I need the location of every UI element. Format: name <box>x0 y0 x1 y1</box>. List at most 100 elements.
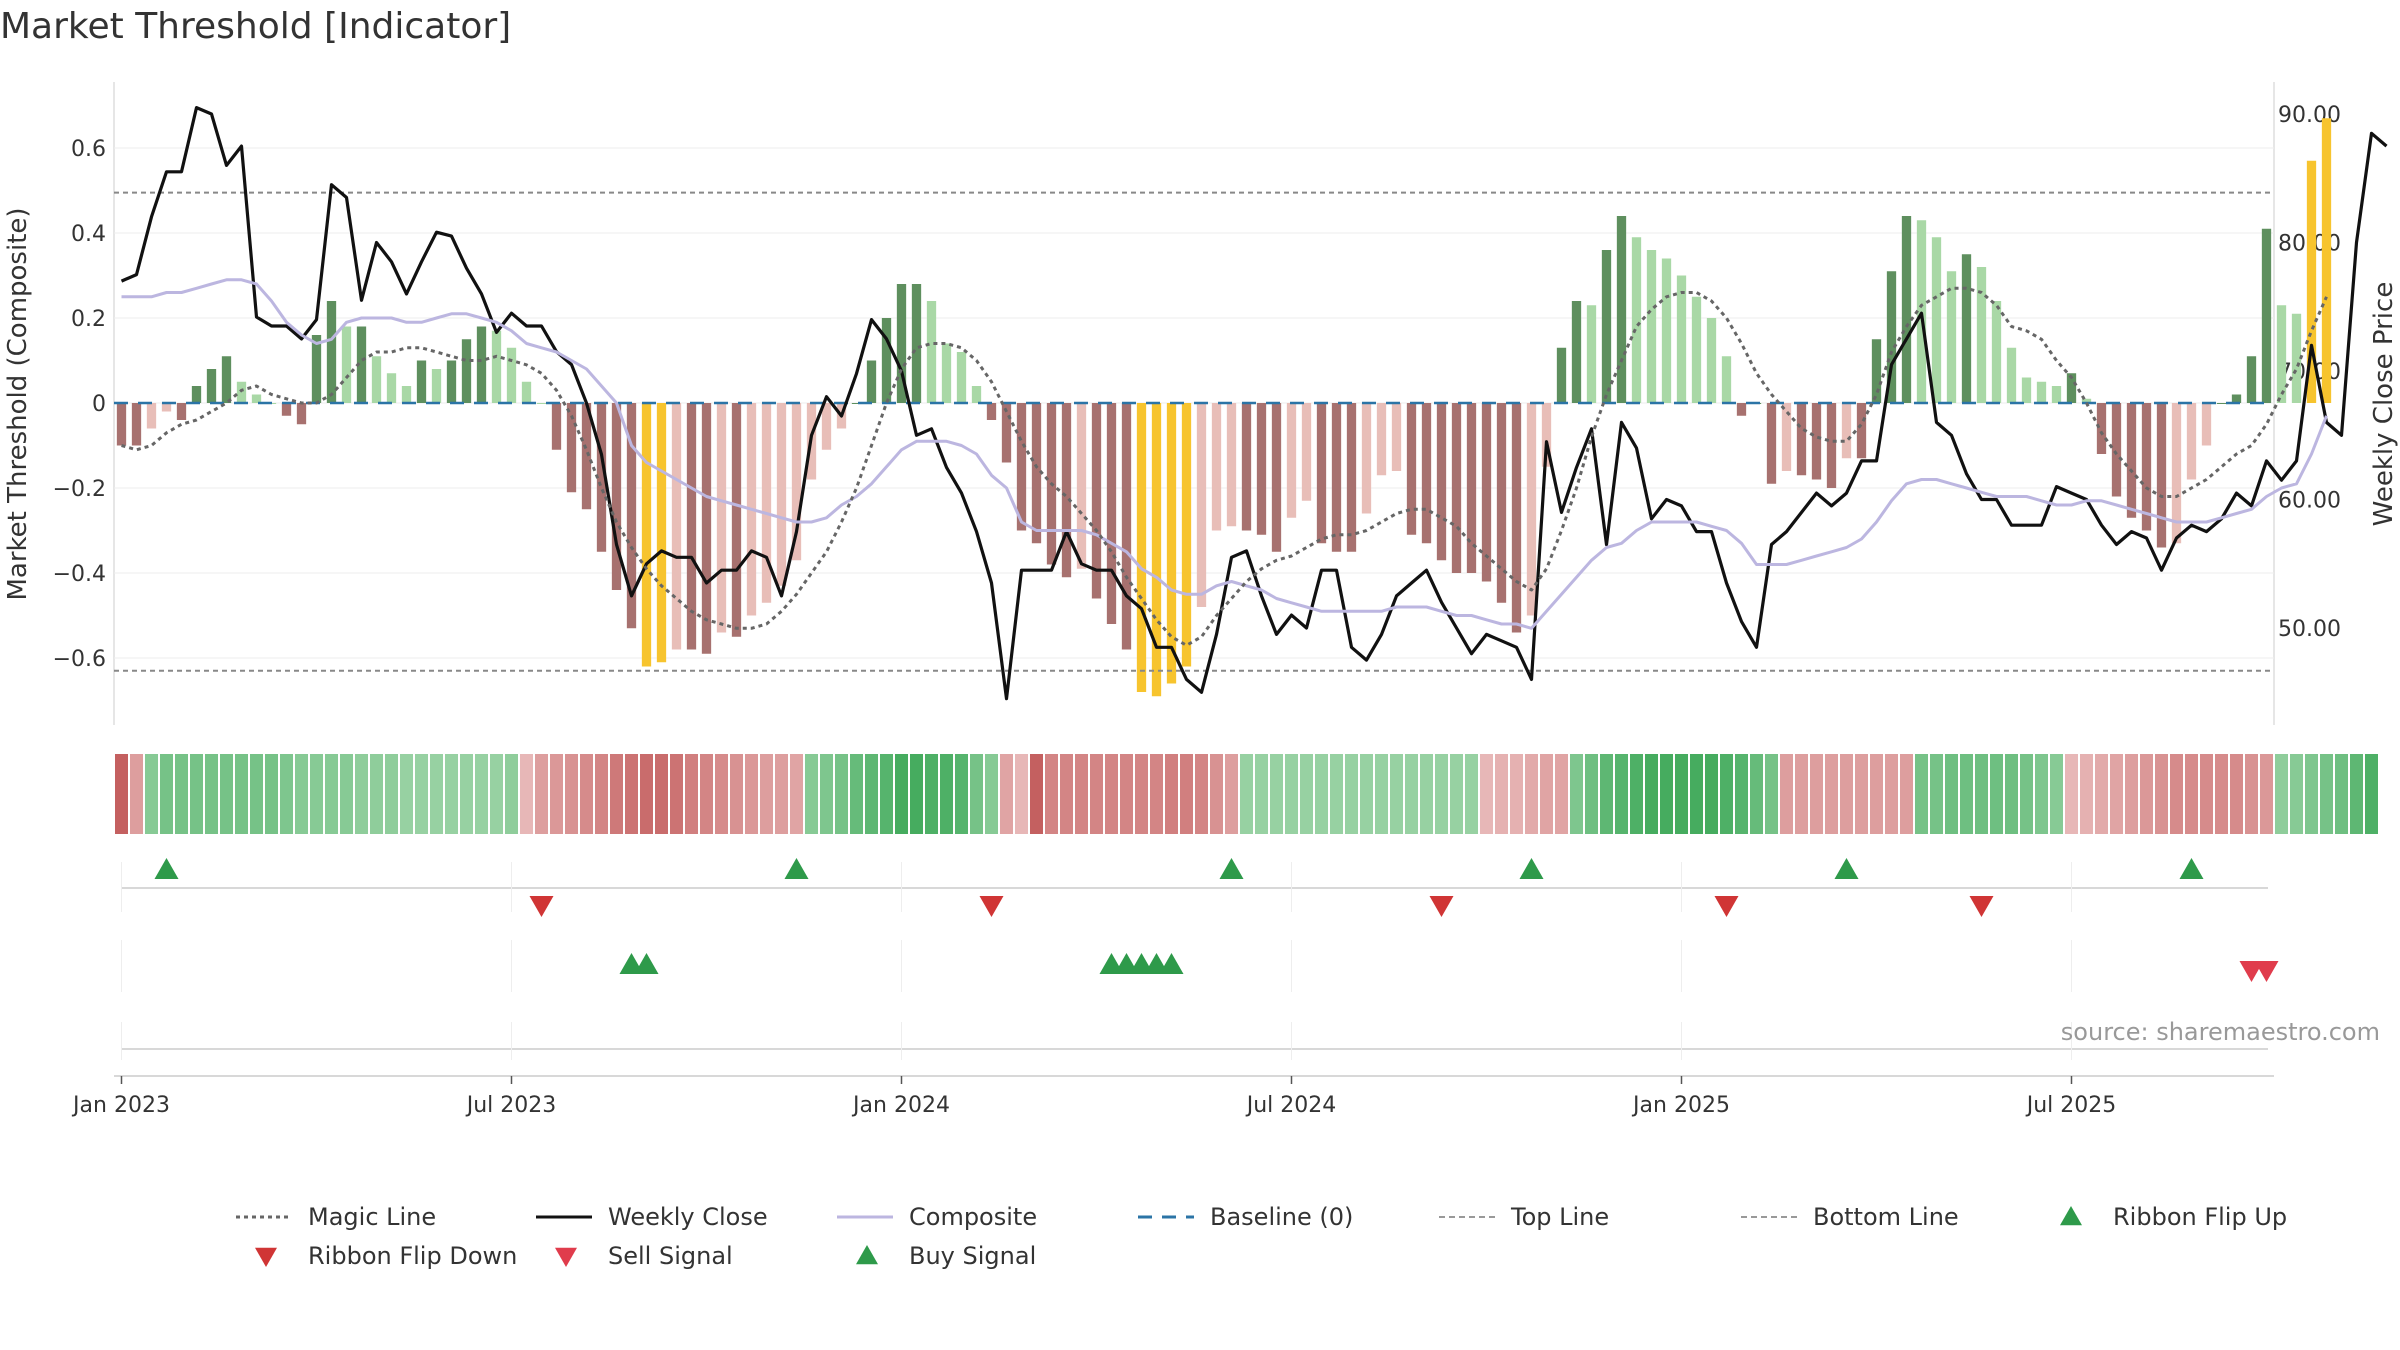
histogram-bar <box>1706 318 1717 403</box>
histogram-bar <box>416 360 427 403</box>
histogram-bar <box>1376 403 1387 476</box>
ribbon-flip-down-marker <box>1969 896 1994 917</box>
y-left-axis-title: Market Threshold (Composite) <box>3 207 33 600</box>
ribbon-cell <box>1840 754 1853 834</box>
ribbon-cell <box>1825 754 1838 834</box>
buy-signal-marker <box>1159 953 1184 974</box>
ribbon-cell <box>355 754 368 834</box>
histogram-bar <box>2291 313 2302 403</box>
ribbon-cell <box>2155 754 2168 834</box>
histogram-bar <box>1781 403 1792 471</box>
histogram-bar <box>1901 216 1912 403</box>
ribbon-cell <box>805 754 818 834</box>
histogram-bar <box>1931 237 1942 403</box>
y-left-tick-label: 0.6 <box>71 137 106 162</box>
histogram-bar <box>566 403 577 493</box>
ribbon-cell <box>445 754 458 834</box>
source-note: source: sharemaestro.com <box>2061 1018 2380 1046</box>
histogram-bar <box>791 403 802 561</box>
ribbon-cell <box>2020 754 2033 834</box>
histogram-bar <box>386 373 397 403</box>
histogram-bar <box>146 403 157 429</box>
ribbon-cell <box>1345 754 1358 834</box>
histogram-bar <box>2036 381 2047 403</box>
ribbon-cell <box>790 754 803 834</box>
histogram-bar <box>296 403 307 425</box>
histogram-bar <box>1136 403 1147 692</box>
histogram-bar <box>1826 403 1837 488</box>
histogram-bar <box>761 403 772 603</box>
ribbon-cell <box>1270 754 1283 834</box>
ribbon-cell <box>970 754 983 834</box>
y-left-tick-label: 0.2 <box>71 307 106 332</box>
histogram-bar <box>686 403 697 650</box>
histogram-bar <box>191 386 202 403</box>
ribbon-flip-down-marker <box>529 896 554 917</box>
histogram-bar <box>1256 403 1267 535</box>
ribbon-cell <box>1600 754 1613 834</box>
ribbon-cell <box>325 754 338 834</box>
y-right-tick-label: 50.00 <box>2278 617 2341 642</box>
x-tick-label: Jul 2023 <box>465 1093 557 1118</box>
histogram-bar <box>491 330 502 403</box>
ribbon-cell <box>265 754 278 834</box>
ribbon-cell <box>430 754 443 834</box>
ribbon-cell <box>1885 754 1898 834</box>
legend-label: Magic Line <box>308 1203 436 1231</box>
histogram-bar <box>911 284 922 403</box>
ribbon-cell <box>1705 754 1718 834</box>
ribbon-cell <box>1945 754 1958 834</box>
histogram-bar <box>281 403 292 416</box>
ribbon-cell <box>1630 754 1643 834</box>
histogram-bar <box>1526 403 1537 616</box>
histogram-bar <box>176 403 187 420</box>
ribbon-cell <box>475 754 488 834</box>
ribbon-cell <box>1405 754 1418 834</box>
ribbon-cell <box>565 754 578 834</box>
legend-swatch <box>255 1247 277 1267</box>
ribbon-cell <box>1375 754 1388 834</box>
ribbon-cell <box>1690 754 1703 834</box>
histogram-bar <box>1406 403 1417 535</box>
histogram-bar <box>551 403 562 450</box>
histogram-bar <box>1181 403 1192 667</box>
ribbon-flip-up-marker <box>154 858 179 879</box>
ribbon-cell <box>550 754 563 834</box>
ribbon-cell <box>640 754 653 834</box>
ribbon-cell <box>520 754 533 834</box>
histogram-bar <box>1481 403 1492 582</box>
ribbon-cell <box>370 754 383 834</box>
ribbon-cell <box>1045 754 1058 834</box>
legend-swatch <box>856 1245 878 1265</box>
histogram-bar <box>1841 403 1852 459</box>
histogram-bar <box>1886 271 1897 403</box>
histogram-bar <box>1496 403 1507 603</box>
y-right-tick-label: 90.00 <box>2278 103 2341 128</box>
histogram-bar <box>221 356 232 403</box>
histogram-bar <box>1466 403 1477 573</box>
histogram-bar <box>626 403 637 629</box>
histogram-bar <box>1241 403 1252 531</box>
ribbon-cell <box>1780 754 1793 834</box>
x-tick-label: Jul 2025 <box>2025 1093 2117 1118</box>
ribbon-cell <box>1450 754 1463 834</box>
ribbon-cell <box>1360 754 1373 834</box>
ribbon-cell <box>400 754 413 834</box>
histogram-bar <box>1016 403 1027 531</box>
ribbon-cell <box>1915 754 1928 834</box>
histogram-bar <box>1001 403 1012 463</box>
histogram-bar <box>596 403 607 552</box>
histogram-bar <box>446 360 457 403</box>
histogram-bar <box>2156 403 2167 548</box>
ribbon-flip-down-marker <box>979 896 1004 917</box>
ribbon-cell <box>1180 754 1193 834</box>
ribbon-cell <box>775 754 788 834</box>
ribbon-cell <box>295 754 308 834</box>
ribbon-cell <box>490 754 503 834</box>
histogram-bar <box>1361 403 1372 514</box>
histogram-bar <box>1451 403 1462 573</box>
histogram-bar <box>2231 394 2242 403</box>
histogram-bar <box>1106 403 1117 624</box>
ribbon-cell <box>280 754 293 834</box>
histogram-bar <box>881 318 892 403</box>
